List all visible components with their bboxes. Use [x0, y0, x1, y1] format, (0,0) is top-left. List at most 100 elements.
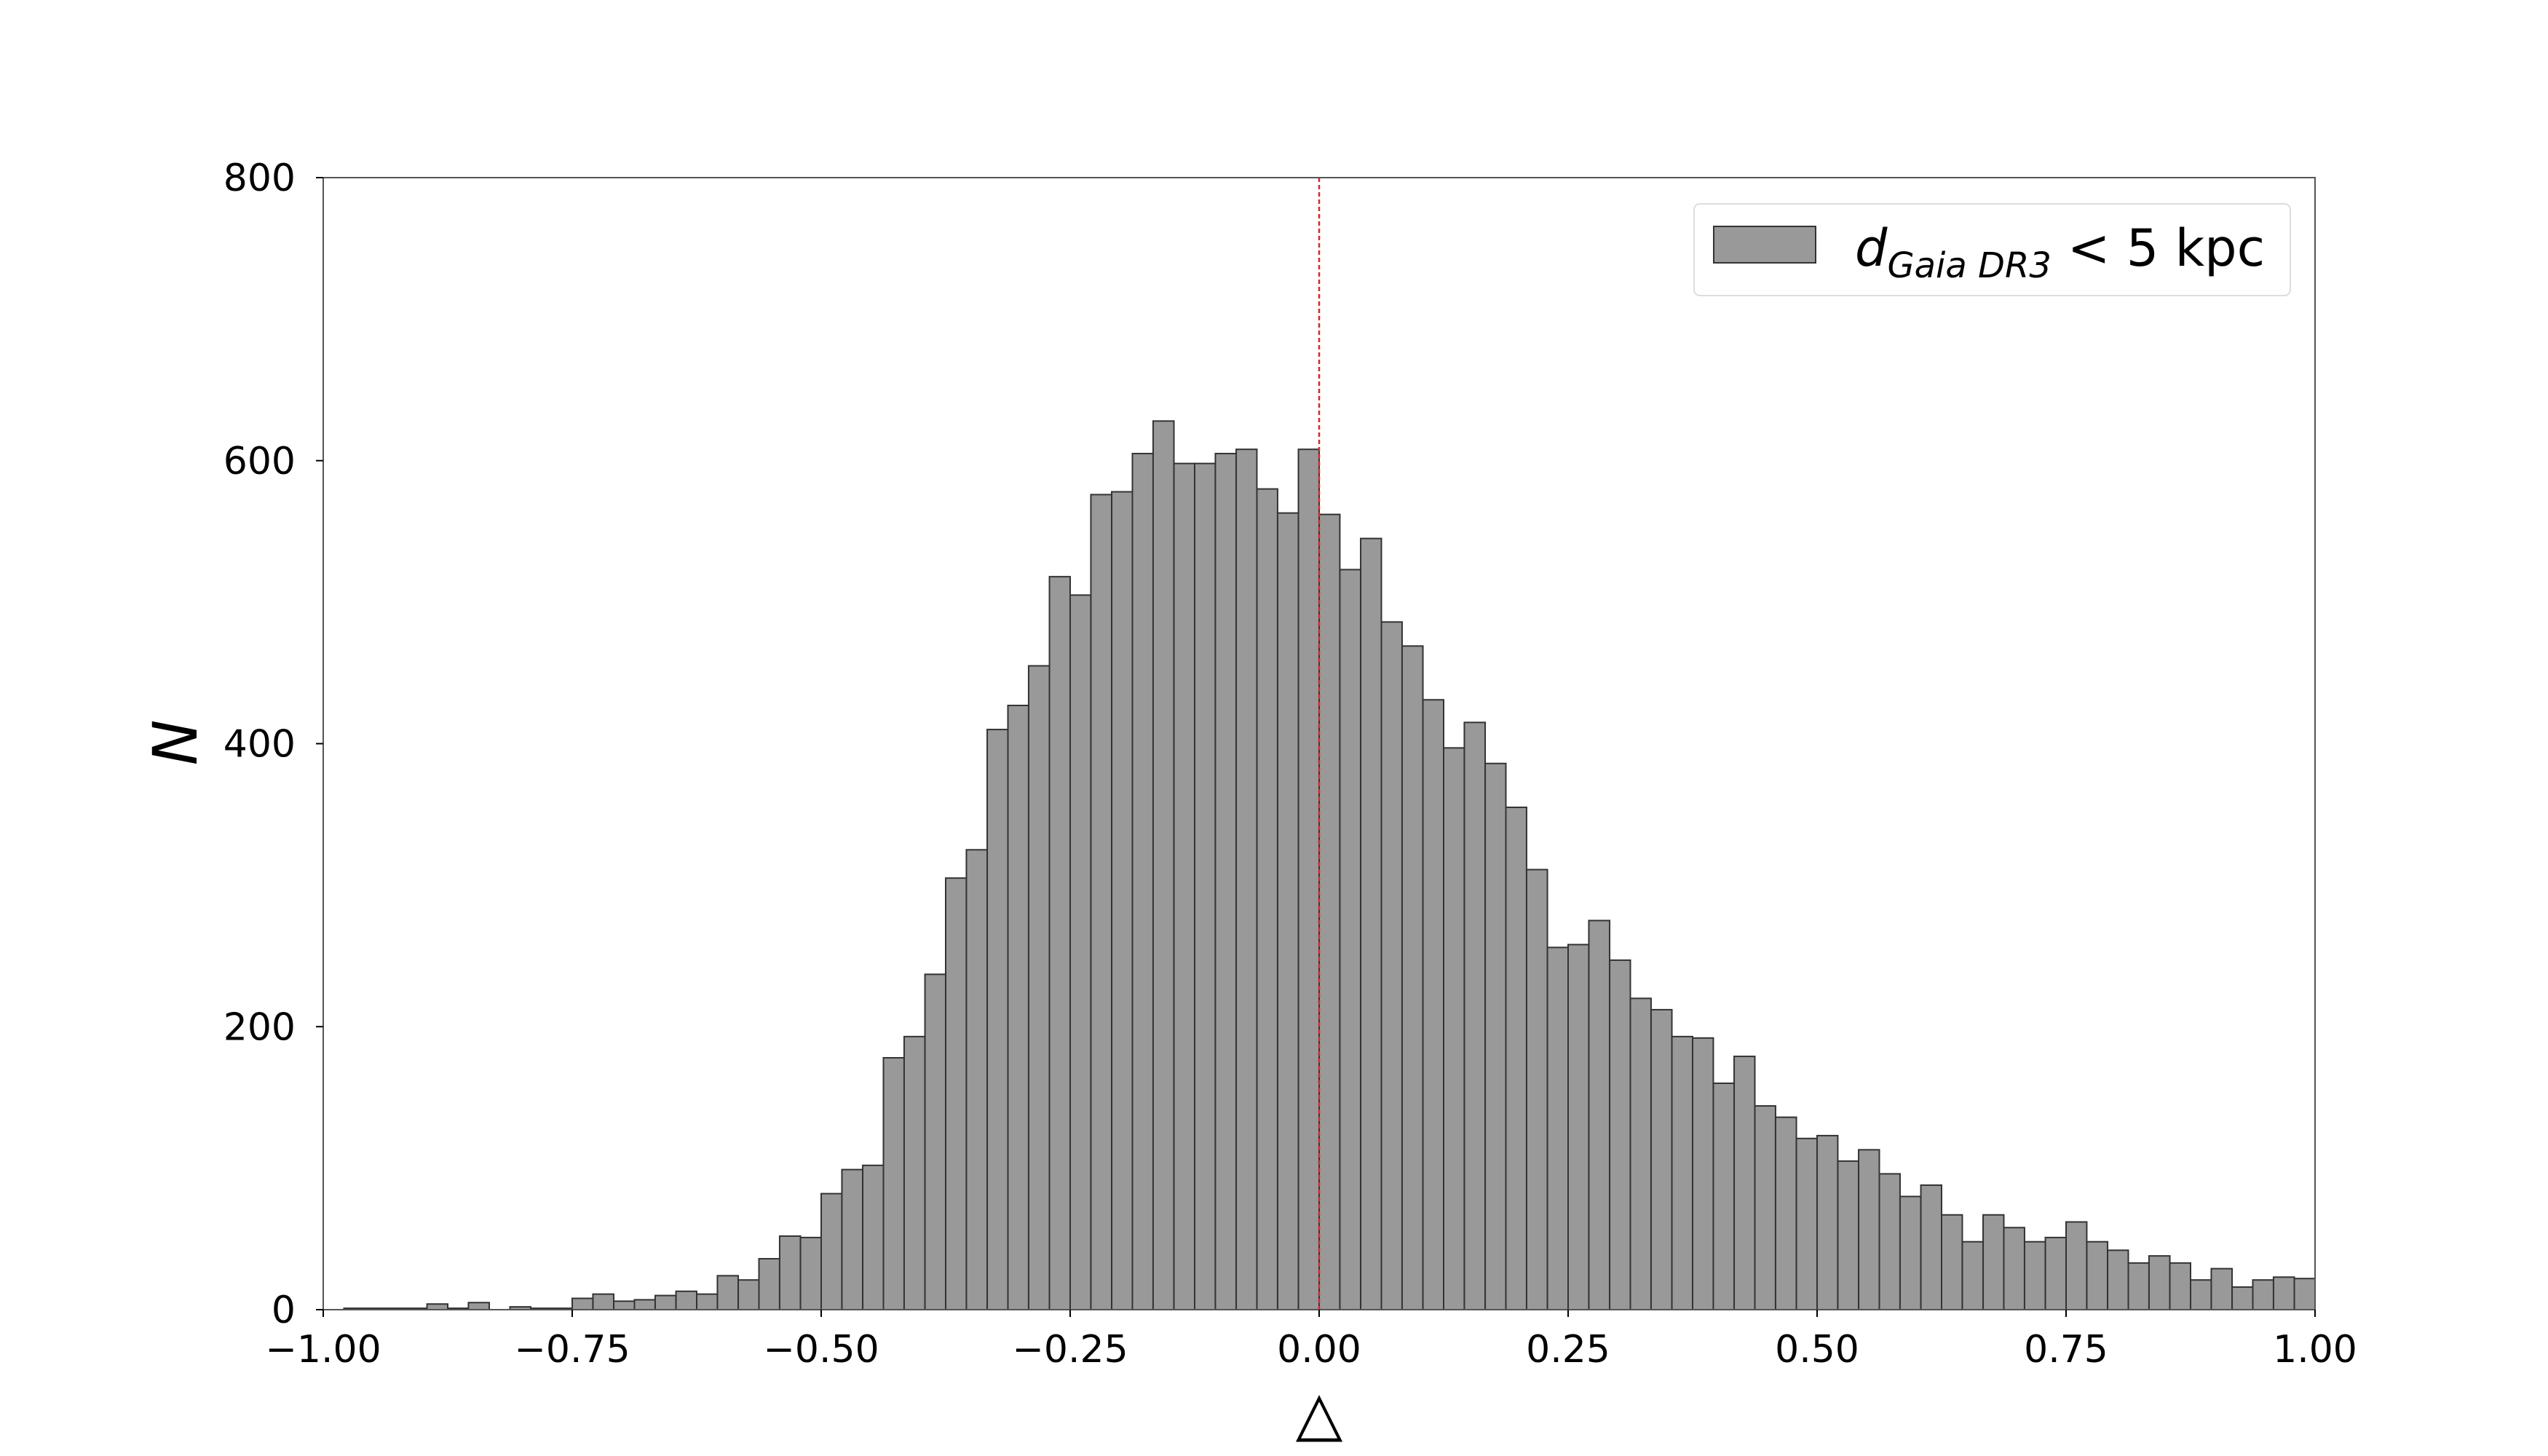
bar	[426, 1303, 448, 1310]
bar	[799, 1236, 823, 1311]
legend-symbol: d	[1855, 218, 1888, 278]
bar	[2127, 1262, 2150, 1310]
bar	[1048, 576, 1072, 1310]
bar	[862, 1164, 885, 1311]
bar	[1505, 806, 1527, 1310]
bar	[1982, 1214, 2005, 1311]
x-tick-label: 0.50	[1775, 1328, 1859, 1372]
bar	[965, 849, 989, 1310]
x-tick-label: −0.50	[763, 1328, 879, 1372]
y-axis-label: N	[140, 720, 211, 766]
bar	[1546, 946, 1570, 1311]
bar	[1214, 453, 1238, 1310]
bar	[1858, 1149, 1880, 1310]
bar	[820, 1192, 843, 1311]
x-tick-label: 1.00	[2273, 1328, 2357, 1372]
bar	[613, 1300, 636, 1311]
bar	[1961, 1241, 1985, 1310]
bar	[2210, 1267, 2234, 1310]
bar	[986, 729, 1009, 1310]
bar	[1256, 488, 1278, 1310]
bar	[571, 1297, 594, 1310]
bar	[778, 1235, 802, 1311]
bar	[1837, 1160, 1860, 1310]
bar	[1401, 645, 1424, 1310]
y-tick-label: 800	[223, 157, 296, 200]
bar	[1484, 762, 1507, 1310]
x-axis-label: △	[1296, 1377, 1343, 1449]
x-tick-label: 0.25	[1526, 1328, 1610, 1372]
bar	[2107, 1249, 2129, 1311]
bar	[592, 1293, 615, 1311]
bar	[1111, 491, 1133, 1311]
bar	[1235, 448, 1258, 1311]
bar	[1090, 494, 1113, 1310]
bar	[1069, 594, 1092, 1310]
bar	[1795, 1137, 1819, 1311]
bar	[1733, 1056, 1756, 1310]
bar	[2044, 1236, 2068, 1311]
legend-subscript: Gaia DR3	[1887, 245, 2051, 286]
bar	[2086, 1241, 2109, 1310]
bar	[1899, 1195, 1922, 1310]
bar	[1692, 1037, 1714, 1311]
bar	[2148, 1255, 2171, 1310]
y-tick-label: 600	[223, 440, 296, 483]
bar	[1173, 462, 1196, 1311]
y-tick-label: 400	[223, 723, 296, 767]
bar	[1131, 453, 1154, 1310]
bar	[882, 1057, 905, 1310]
bar	[1194, 462, 1216, 1311]
bar	[696, 1293, 719, 1311]
bar	[1671, 1035, 1694, 1310]
bar	[1609, 959, 1631, 1311]
bar	[1360, 537, 1382, 1310]
bar	[1588, 919, 1611, 1310]
bar	[1650, 1008, 1673, 1311]
bar	[1339, 569, 1362, 1310]
bar	[1878, 1173, 1901, 1311]
bar	[1443, 747, 1465, 1311]
bar	[1525, 869, 1548, 1310]
bar	[2293, 1278, 2316, 1311]
bar	[1774, 1116, 1797, 1311]
x-tick-label: 0.00	[1277, 1328, 1361, 1372]
bar	[903, 1035, 926, 1310]
legend-rest: < 5 kpc	[2068, 218, 2265, 278]
bar	[716, 1275, 740, 1310]
bar	[2169, 1262, 2192, 1310]
bar	[1152, 420, 1175, 1311]
bar	[758, 1258, 780, 1311]
bar	[1567, 943, 1590, 1310]
bar	[737, 1279, 760, 1311]
bar	[1920, 1184, 1943, 1310]
bar	[2023, 1241, 2046, 1310]
x-tick-label: −0.25	[1012, 1328, 1128, 1372]
bar	[1754, 1105, 1776, 1310]
bar	[1007, 705, 1029, 1310]
bar	[467, 1302, 491, 1310]
bar	[1712, 1083, 1736, 1310]
bar	[945, 877, 968, 1310]
legend-swatch	[1713, 226, 1816, 264]
bar	[1629, 997, 1652, 1310]
bar	[2252, 1279, 2274, 1311]
x-tick-label: −0.75	[514, 1328, 630, 1372]
bar	[675, 1290, 697, 1310]
legend-label: dGaia DR3 < 5 kpc	[1855, 218, 2265, 286]
x-tick-label: −1.00	[265, 1328, 381, 1372]
bar	[1380, 621, 1403, 1310]
legend-box	[1693, 203, 2291, 296]
bar	[924, 973, 947, 1311]
bar	[1941, 1214, 1963, 1311]
y-tick-label: 0	[272, 1289, 296, 1332]
bar	[633, 1299, 656, 1311]
bar	[1816, 1134, 1839, 1310]
bar	[2003, 1227, 2025, 1310]
bar	[1463, 721, 1487, 1310]
bar	[841, 1168, 864, 1310]
y-tick-label: 200	[223, 1005, 296, 1049]
bar	[1318, 513, 1341, 1310]
bar	[2272, 1276, 2295, 1310]
